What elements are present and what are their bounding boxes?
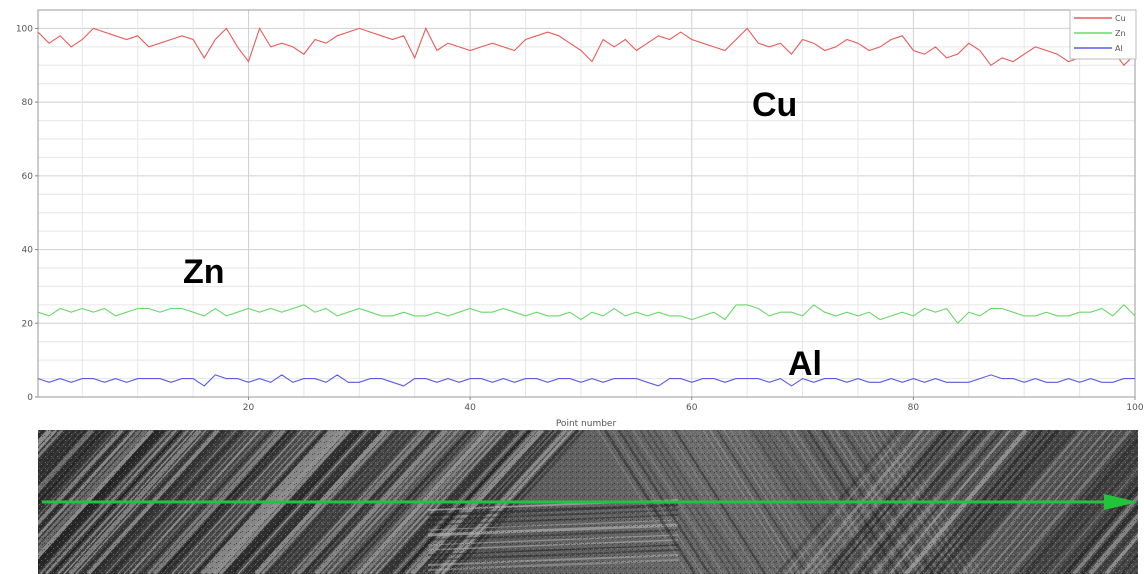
grid [38,10,1135,397]
x-tick-label: 60 [686,403,698,413]
legend: Cu Zn Al [1069,9,1137,60]
y-tick-label: 60 [22,172,34,182]
series-line-zn [37,304,1136,325]
series-lines [37,27,1136,387]
x-tick-label: 20 [243,403,255,413]
legend-label-al: Al [1115,44,1123,53]
x-axis-label: Point number [556,419,617,429]
series-line-cu [37,27,1136,67]
y-tick-label: 0 [27,393,33,403]
x-tick-label: 40 [464,403,476,413]
legend-label-zn: Zn [1115,29,1126,38]
legend-label-cu: Cu [1115,14,1126,23]
plot-area [38,10,1135,397]
series-line-al [37,374,1135,387]
y-tick-label: 80 [22,98,34,108]
x-tick-label: 80 [908,403,920,413]
line-chart: 0 20 40 60 80 100 20 40 60 80 100 Point number Cu… [16,9,1144,429]
y-tick-label: 40 [22,246,34,256]
y-tick-labels: 0 20 40 60 80 100 [16,24,38,403]
x-tick-labels: 20 40 60 80 100 [243,397,1144,413]
axes [37,9,1136,398]
plot-frame [37,9,1136,398]
annotation-cu: Cu [752,86,797,124]
y-tick-label: 20 [22,319,34,329]
sem-micrograph-image [38,430,1138,574]
annotation-al: Al [788,345,822,383]
y-tick-label: 100 [16,24,33,34]
x-tick-label: 100 [1126,403,1143,413]
scan-arrow-icon [1104,494,1138,510]
annotation-zn: Zn [183,253,225,291]
